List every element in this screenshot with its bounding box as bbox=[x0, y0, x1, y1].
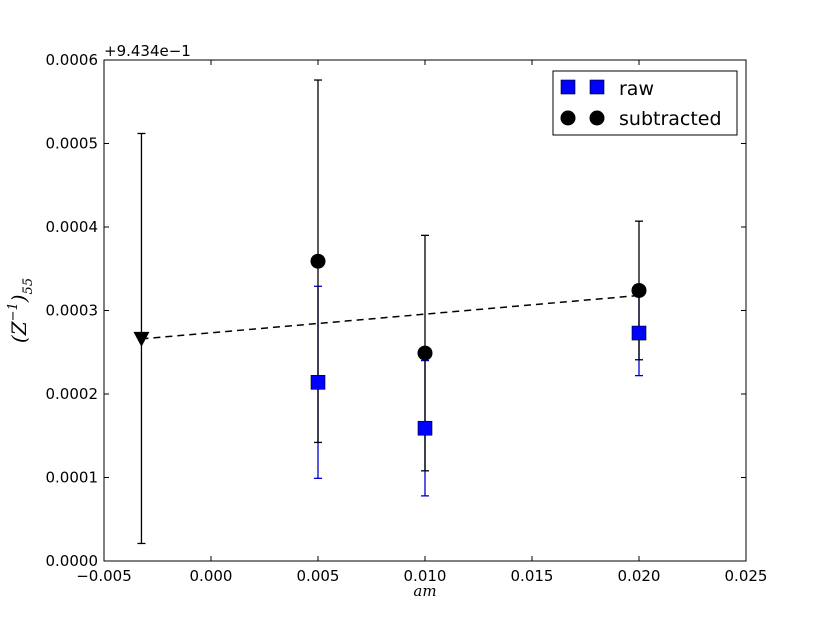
y-axis-label-superscript: −1 bbox=[6, 302, 21, 321]
x-tick-label: −0.005 bbox=[76, 567, 132, 585]
marker-extrapolated bbox=[133, 331, 150, 347]
y-axis-label: (Z−1)55 bbox=[6, 278, 36, 343]
y-axis-label-close: ) bbox=[7, 294, 31, 303]
plot-frame bbox=[103, 59, 747, 562]
marker-raw bbox=[631, 325, 647, 341]
axis-ticks bbox=[103, 59, 747, 562]
x-tick-label: 0.020 bbox=[618, 567, 661, 585]
x-tick-label: 0.005 bbox=[297, 567, 340, 585]
legend-box bbox=[552, 70, 738, 136]
x-tick-label: 0.025 bbox=[725, 567, 768, 585]
legend-raw-marker-2 bbox=[589, 79, 605, 95]
legend-subtracted-label: subtracted bbox=[619, 108, 722, 130]
marker-raw bbox=[417, 420, 433, 436]
axis-tick-labels: −0.005 0.000 0.005 0.010 0.015 0.020 0.025 0.00… bbox=[46, 51, 768, 585]
marker-subtracted bbox=[631, 282, 647, 298]
y-tick-label: 0.0000 bbox=[46, 552, 99, 570]
x-tick-label: 0.015 bbox=[511, 567, 554, 585]
y-tick-label: 0.0003 bbox=[46, 302, 99, 320]
x-axis-label: am bbox=[413, 582, 436, 600]
marker-subtracted bbox=[310, 253, 326, 269]
y-tick-label: 0.0001 bbox=[46, 469, 99, 487]
legend-raw-marker-1 bbox=[560, 79, 576, 95]
y-axis-label-subscript: 55 bbox=[21, 278, 36, 295]
legend-subtracted-marker-2 bbox=[589, 110, 605, 126]
marker-raw bbox=[310, 375, 326, 390]
x-tick-label: 0.010 bbox=[404, 567, 447, 585]
legend-subtracted-marker-1 bbox=[560, 110, 576, 126]
y-tick-label: 0.0004 bbox=[46, 218, 99, 236]
y-axis-label-base: (Z bbox=[7, 320, 31, 343]
legend-raw-label: raw bbox=[619, 78, 654, 100]
y-tick-label: 0.0006 bbox=[46, 51, 99, 69]
legend: raw subtracted bbox=[552, 70, 738, 136]
y-tick-label: 0.0002 bbox=[46, 385, 99, 403]
y-tick-label: 0.0005 bbox=[46, 135, 99, 153]
x-tick-label: 0.000 bbox=[190, 567, 233, 585]
y-offset-label: +9.434e−1 bbox=[104, 42, 191, 60]
markers-group bbox=[133, 253, 647, 436]
marker-subtracted bbox=[417, 345, 433, 361]
